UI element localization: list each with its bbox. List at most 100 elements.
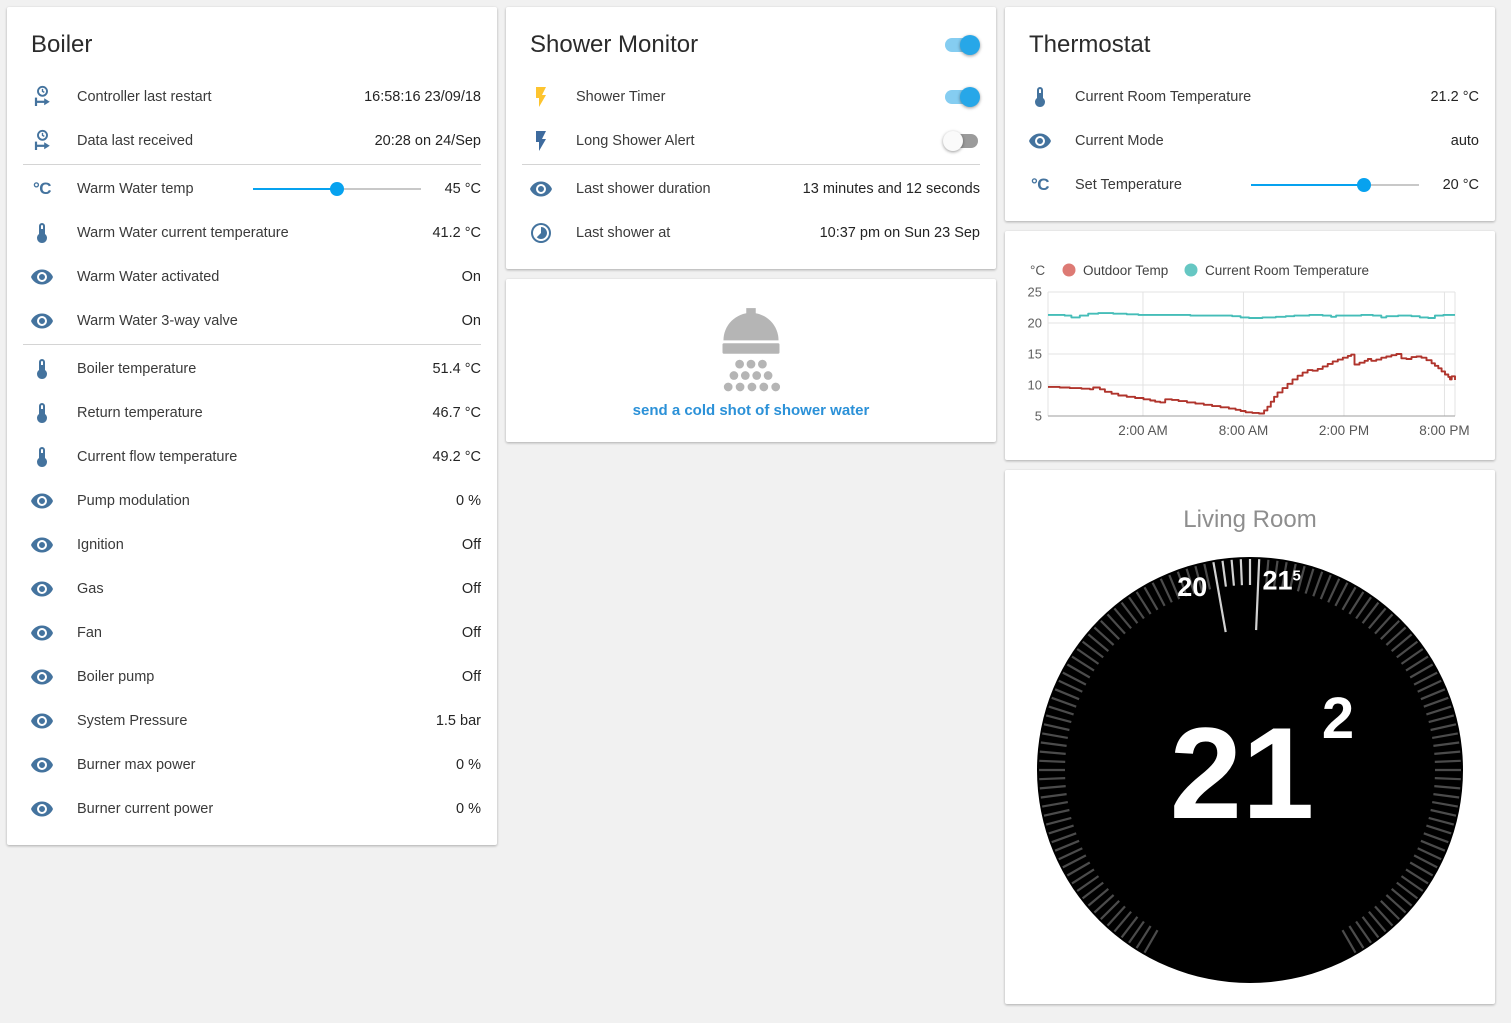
eye-icon [30, 621, 54, 645]
dial-tick [1434, 777, 1461, 781]
dial-tick [1434, 750, 1461, 755]
flash-icon [529, 85, 553, 109]
dial-tick [1265, 559, 1270, 586]
slider-knob[interactable] [330, 182, 344, 196]
dial-target-label: 20 [1177, 572, 1207, 602]
x-axis-tick: 8:00 AM [1219, 423, 1269, 438]
entity-row-warm-water-activated: Warm Water activated On [7, 255, 497, 299]
dial-tick [1143, 586, 1159, 611]
entity-value: Off [461, 669, 481, 685]
dial-tick [1054, 839, 1080, 852]
dial-tick [1058, 679, 1083, 693]
entity-value: auto [1450, 133, 1479, 149]
timelapse-icon [529, 221, 553, 245]
entity-row-ignition: Ignition Off [7, 523, 497, 567]
entity-value: 13 minutes and 12 seconds [802, 181, 980, 197]
entity-value: 45 °C [444, 181, 481, 197]
dial-tick [1168, 574, 1181, 600]
dial-tick [1400, 648, 1424, 665]
shower-timer-toggle[interactable] [943, 87, 980, 107]
dial-tick [1423, 832, 1449, 844]
entity-label: Current flow temperature [77, 449, 238, 465]
entity-label: Boiler pump [77, 669, 155, 685]
clock-start-icon [30, 85, 54, 109]
entity-row-set-temperature: °C Set Temperature 20 °C [1005, 163, 1495, 207]
dial-tick [1135, 591, 1152, 615]
dial-tick [1334, 582, 1349, 607]
dial-tick [1405, 868, 1429, 885]
entity-label: Fan [77, 625, 102, 641]
entity-label: Burner current power [77, 801, 214, 817]
eye-icon [30, 665, 54, 689]
boiler-card: Boiler Controller last restart 16:58:16 … [7, 7, 497, 845]
toggle-knob [960, 35, 980, 55]
toggle-knob [943, 131, 963, 151]
entity-row-warm-water-3-way-valve: Warm Water 3-way valve On [7, 299, 497, 343]
shower-monitor-toggle[interactable] [943, 35, 980, 55]
entity-row-fan: Fan Off [7, 611, 497, 655]
dial-tick [1100, 620, 1120, 640]
dial-tick [1273, 560, 1279, 587]
dial-tick [1281, 562, 1288, 588]
entity-row-system-pressure: System Pressure 1.5 bar [7, 699, 497, 743]
thermostat-dial-card: Living Room 20 215 21 2 [1005, 470, 1495, 1004]
dial-tick [1066, 861, 1091, 877]
entity-row-shower-timer: Shower Timer [506, 75, 996, 119]
dial-tick [1106, 905, 1126, 927]
entity-label: Set Temperature [1075, 177, 1182, 193]
temperature-celsius-icon: °C [32, 179, 52, 198]
entity-value: 0 % [456, 801, 481, 817]
dial-tick [1361, 601, 1380, 624]
dial-tick [1221, 560, 1227, 587]
dial-tick [1081, 881, 1104, 900]
eye-icon [30, 577, 54, 601]
dial-tick [1159, 578, 1173, 603]
entity-label: Current Mode [1075, 133, 1164, 149]
entity-row-data-last-received: Data last received 20:28 on 24/Sep [7, 119, 497, 163]
long-shower-alert-toggle[interactable] [943, 131, 980, 151]
entity-value: 16:58:16 23/09/18 [364, 89, 481, 105]
eye-icon [30, 533, 54, 557]
dial-tick [1043, 808, 1070, 817]
dial-room-name: Living Room [1183, 506, 1316, 533]
entity-label: Current Room Temperature [1075, 89, 1252, 105]
dial-tick [1426, 824, 1452, 835]
entity-row-burner-max-power: Burner max power 0 % [7, 743, 497, 787]
warm-water-temp-slider[interactable] [253, 179, 421, 199]
entity-value: 49.2 °C [432, 449, 481, 465]
entity-value: Off [461, 625, 481, 641]
shower-monitor-title-row: Shower Monitor [506, 7, 996, 75]
dial-tick [1355, 596, 1372, 620]
entity-label: Return temperature [77, 405, 203, 421]
dial-tick [1390, 888, 1413, 907]
dial-tick [1374, 613, 1394, 635]
entity-row-gas: Gas Off [7, 567, 497, 611]
entity-value: On [461, 313, 481, 329]
dial-tick [1341, 586, 1357, 611]
entity-label: Warm Water current temperature [77, 225, 289, 241]
dial-tick [1417, 679, 1442, 693]
entity-value: Off [461, 537, 481, 553]
entity-value: 51.4 °C [432, 361, 481, 377]
dial-tick [1128, 596, 1145, 620]
x-axis-tick: 2:00 AM [1118, 423, 1168, 438]
entity-value: 1.5 bar [435, 713, 481, 729]
entity-label: Gas [77, 581, 104, 597]
thermostat-entity-list: Current Room Temperature 21.2 °C Current… [1005, 75, 1495, 221]
dial-tick [1390, 633, 1413, 652]
dial-tick [1409, 861, 1434, 877]
cold-shot-link[interactable]: send a cold shot of shower water [632, 402, 870, 419]
dial-tick [1042, 732, 1068, 739]
dial-tick [1312, 571, 1324, 597]
set-temperature-slider[interactable] [1251, 175, 1419, 195]
axis-unit-label: °C [1030, 263, 1045, 278]
dial-tick [1430, 723, 1457, 732]
dial-tick [1106, 613, 1126, 635]
dial-tick [1128, 920, 1145, 944]
dial-tick [1420, 839, 1446, 852]
divider [23, 164, 481, 165]
slider-knob[interactable] [1356, 178, 1371, 192]
entity-row-last-shower-at: Last shower at 10:37 pm on Sun 23 Sep [506, 211, 996, 255]
entity-row-current-mode: Current Mode auto [1005, 119, 1495, 163]
